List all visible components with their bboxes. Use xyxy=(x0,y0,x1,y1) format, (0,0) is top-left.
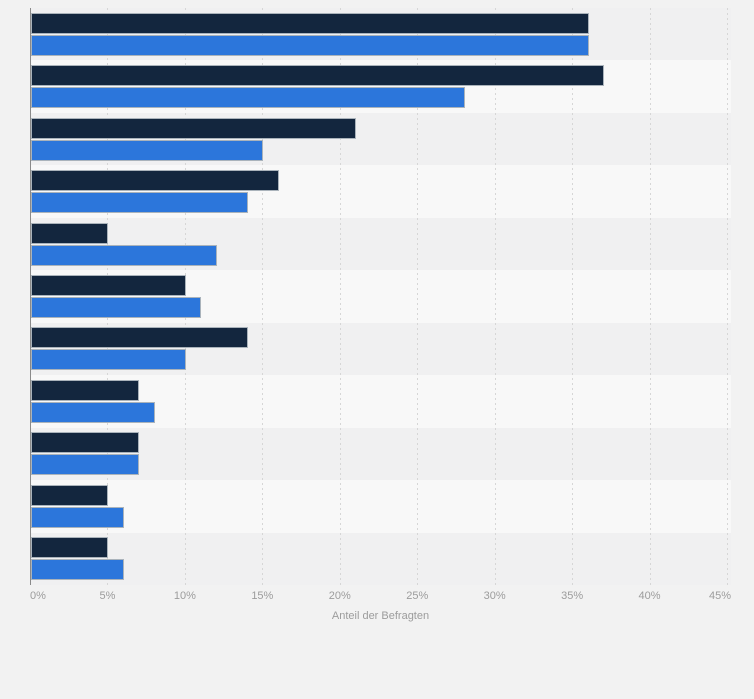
x-tick-10%: 10% xyxy=(173,590,196,602)
category-row-5 xyxy=(30,217,731,271)
bar-series-dark-navy-group-5[interactable] xyxy=(31,222,109,244)
bar-series-dark-navy-group-11[interactable] xyxy=(31,537,109,559)
bar-series-dark-navy-group-7[interactable] xyxy=(31,327,248,349)
bar-series-blue-group-5[interactable] xyxy=(31,244,217,266)
x-tick-5%: 5% xyxy=(99,590,116,602)
bar-series-dark-navy-group-3[interactable] xyxy=(31,117,357,139)
bar-series-blue-group-4[interactable] xyxy=(31,192,248,214)
bar-series-blue-group-3[interactable] xyxy=(31,139,264,161)
bar-series-dark-navy-group-6[interactable] xyxy=(31,274,186,296)
gridline-40% xyxy=(649,8,651,585)
x-tick-45%: 45% xyxy=(708,590,731,602)
gridline-20% xyxy=(339,8,341,585)
x-tick-40%: 40% xyxy=(638,590,661,602)
gridline-35% xyxy=(572,8,574,585)
bar-series-dark-navy-group-10[interactable] xyxy=(31,484,109,506)
x-tick-15%: 15% xyxy=(251,590,274,602)
bar-series-blue-group-6[interactable] xyxy=(31,296,202,318)
gridline-30% xyxy=(494,8,496,585)
category-row-11 xyxy=(30,532,731,585)
bar-series-dark-navy-group-9[interactable] xyxy=(31,432,140,454)
x-tick-25%: 25% xyxy=(406,590,429,602)
bar-series-dark-navy-group-4[interactable] xyxy=(31,170,279,192)
category-row-3 xyxy=(30,112,731,166)
x-tick-35%: 35% xyxy=(561,590,584,602)
x-tick-30%: 30% xyxy=(483,590,506,602)
row-stripes xyxy=(30,8,731,585)
category-row-4 xyxy=(30,165,731,218)
bar-series-blue-group-9[interactable] xyxy=(31,454,140,476)
bar-series-blue-group-8[interactable] xyxy=(31,401,155,423)
x-tick-20%: 20% xyxy=(328,590,351,602)
bar-series-dark-navy-group-2[interactable] xyxy=(31,65,605,87)
category-row-10 xyxy=(30,480,731,533)
plot-area xyxy=(30,8,731,585)
gridline-15% xyxy=(262,8,264,585)
category-row-9 xyxy=(30,427,731,481)
x-tick-0%: 0% xyxy=(30,590,46,602)
category-row-8 xyxy=(30,375,731,428)
x-axis-title: Anteil der Befragten xyxy=(331,610,430,622)
category-row-6 xyxy=(30,270,731,323)
category-row-7 xyxy=(30,322,731,376)
bar-series-blue-group-7[interactable] xyxy=(31,349,186,371)
bar-series-dark-navy-group-1[interactable] xyxy=(31,12,589,34)
bar-series-blue-group-10[interactable] xyxy=(31,506,124,528)
gridline-45% xyxy=(727,8,728,585)
bar-series-blue-group-2[interactable] xyxy=(31,87,465,109)
bar-series-dark-navy-group-8[interactable] xyxy=(31,379,140,401)
x-axis-ticks: 0% 5% 10% 15% 20% 25% 30% 35% 40% 45% xyxy=(30,590,731,604)
gridline-25% xyxy=(417,8,419,585)
category-row-2 xyxy=(30,60,731,113)
bar-series-blue-group-1[interactable] xyxy=(31,34,589,56)
category-row-1 xyxy=(30,8,731,61)
y-axis-line xyxy=(30,8,31,585)
gridline-5% xyxy=(107,8,109,585)
gridline-10% xyxy=(184,8,186,585)
bar-series-blue-group-11[interactable] xyxy=(31,559,124,581)
